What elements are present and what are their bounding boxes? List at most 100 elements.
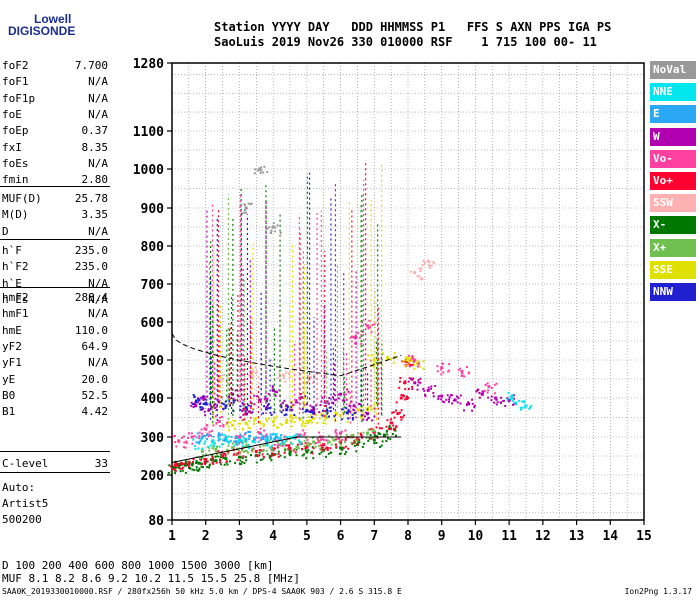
data-point <box>357 442 360 445</box>
data-point <box>426 388 430 392</box>
data-point <box>362 330 365 333</box>
data-point <box>266 437 269 440</box>
data-point <box>281 441 284 444</box>
data-point <box>370 407 373 410</box>
data-point <box>230 435 233 438</box>
data-point <box>284 449 287 452</box>
data-point <box>208 449 211 452</box>
data-point <box>245 450 248 453</box>
data-point <box>275 433 278 436</box>
data-point <box>303 434 306 437</box>
data-point <box>317 440 320 443</box>
data-point <box>312 408 316 412</box>
data-point <box>528 406 531 409</box>
param-value: 288.4 <box>74 291 108 304</box>
data-point <box>418 267 421 270</box>
data-point <box>324 422 327 425</box>
data-point <box>393 416 396 419</box>
data-point <box>227 396 230 399</box>
data-point <box>214 455 217 458</box>
data-point <box>376 436 379 439</box>
data-point <box>281 401 284 404</box>
param-value: N/A <box>88 107 108 121</box>
data-point <box>357 408 360 411</box>
data-point <box>222 374 225 377</box>
data-point <box>206 466 209 469</box>
data-point <box>248 420 251 423</box>
data-point <box>345 411 349 415</box>
data-point <box>253 394 256 397</box>
data-point <box>266 404 269 407</box>
data-point <box>217 450 220 453</box>
data-point <box>280 403 283 406</box>
data-point <box>461 371 464 374</box>
data-point <box>312 440 316 444</box>
data-point <box>420 278 423 281</box>
data-point <box>360 416 363 419</box>
param-row: yF2 64.9 <box>2 339 108 355</box>
data-point <box>350 441 353 444</box>
data-point <box>426 259 430 263</box>
data-point <box>259 171 262 174</box>
data-point <box>312 447 315 450</box>
data-point <box>270 437 273 440</box>
data-point <box>212 458 215 461</box>
data-point <box>446 394 449 397</box>
data-point <box>361 436 364 439</box>
data-point <box>298 417 302 421</box>
data-point <box>317 444 320 447</box>
data-point <box>326 449 329 452</box>
data-point <box>404 360 407 363</box>
data-point <box>310 416 313 419</box>
data-point <box>262 171 265 174</box>
data-point <box>294 416 297 419</box>
data-point <box>316 422 319 425</box>
data-point <box>173 434 176 437</box>
data-point <box>325 414 328 417</box>
data-point <box>206 434 209 437</box>
data-point <box>261 412 264 415</box>
param-name: h`F2 <box>2 260 29 274</box>
data-point <box>468 371 471 374</box>
data-point <box>251 440 255 444</box>
data-point <box>346 421 349 424</box>
data-point <box>202 457 205 460</box>
data-point <box>326 447 329 450</box>
x-tick-label: 13 <box>569 529 585 544</box>
data-point <box>360 334 363 337</box>
data-point <box>412 377 415 380</box>
data-point <box>357 436 360 439</box>
data-point <box>400 409 403 412</box>
data-point <box>407 354 410 357</box>
data-point <box>241 212 244 215</box>
data-point <box>419 381 422 384</box>
data-point <box>258 398 262 402</box>
data-point <box>506 398 509 401</box>
data-point <box>362 413 365 416</box>
data-point <box>225 423 228 426</box>
data-point <box>244 206 248 210</box>
data-point <box>288 445 291 448</box>
data-point <box>176 463 179 466</box>
data-point <box>347 447 350 450</box>
data-point <box>209 434 212 437</box>
data-point <box>203 410 206 413</box>
data-point <box>319 404 322 407</box>
data-point <box>441 400 444 403</box>
data-point <box>398 380 401 383</box>
data-point <box>328 406 331 409</box>
data-point <box>201 462 204 465</box>
data-point <box>242 445 245 448</box>
data-point <box>421 264 424 267</box>
data-point <box>177 441 180 444</box>
data-point <box>249 203 252 206</box>
data-point <box>392 424 395 427</box>
data-point <box>343 399 346 402</box>
data-point <box>416 384 419 387</box>
data-point <box>407 380 410 383</box>
data-point <box>304 447 307 450</box>
data-point <box>253 403 256 406</box>
data-point <box>487 389 490 392</box>
y-tick-label: 200 <box>141 469 165 484</box>
data-point <box>222 425 225 428</box>
